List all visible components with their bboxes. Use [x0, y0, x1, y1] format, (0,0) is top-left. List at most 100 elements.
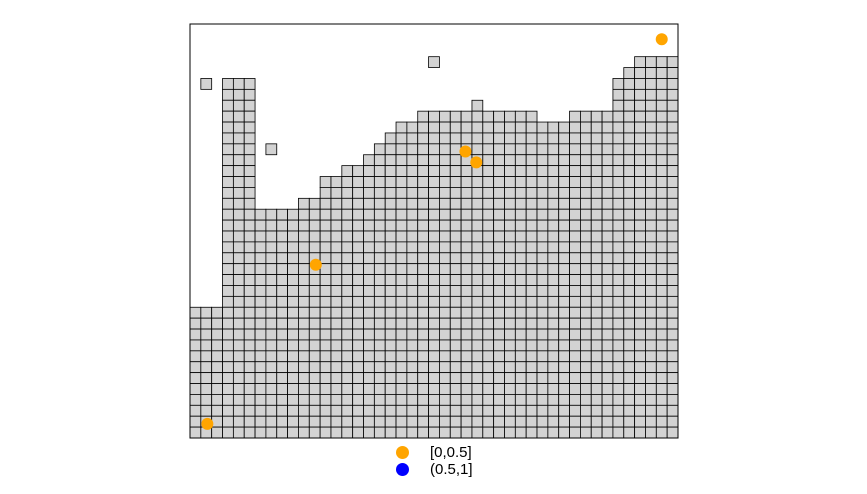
grid-cell: [222, 306, 234, 319]
grid-cell: [352, 317, 364, 330]
grid-cell: [601, 230, 614, 243]
grid-cell: [265, 361, 278, 374]
grid-cell: [384, 415, 397, 428]
grid-cell: [634, 306, 646, 319]
grid-cell: [395, 383, 408, 395]
grid-cell: [547, 426, 560, 439]
grid-cell: [482, 197, 495, 210]
grid-cell: [232, 187, 245, 199]
grid-cell: [189, 306, 202, 319]
grid-cell: [200, 306, 213, 319]
grid-cell: [645, 394, 657, 406]
grid-cell: [298, 361, 310, 374]
grid-cell: [580, 208, 592, 221]
grid-cell: [558, 219, 570, 232]
grid-cell: [645, 350, 657, 363]
grid-cell: [395, 132, 408, 145]
grid-cell: [428, 350, 440, 363]
grid-cell: [439, 350, 451, 363]
grid-cell: [655, 426, 668, 439]
grid-cell: [634, 295, 646, 308]
grid-cell: [373, 219, 386, 232]
grid-cell: [243, 187, 256, 199]
grid-cell: [514, 415, 527, 428]
grid-cell: [319, 241, 332, 254]
grid-cell: [493, 306, 505, 319]
grid-cell: [232, 252, 245, 265]
grid-cell: [460, 285, 473, 297]
grid-cell: [612, 426, 625, 439]
grid-cell: [482, 383, 495, 395]
grid-cell: [666, 350, 679, 363]
grid-cell: [525, 110, 538, 123]
grid-cell: [308, 404, 321, 417]
grid-cell: [601, 252, 614, 265]
grid-cell: [590, 165, 603, 177]
grid-cell: [276, 361, 289, 374]
grid-cell: [525, 121, 538, 134]
grid-cell: [200, 350, 213, 363]
grid-cell: [612, 197, 625, 210]
grid-cell: [569, 415, 581, 428]
grid-cell: [352, 295, 364, 308]
grid-cell: [601, 383, 614, 395]
grid-cell: [666, 208, 679, 221]
grid-cell: [222, 187, 234, 199]
grid-cell: [623, 306, 636, 319]
grid-cell: [504, 339, 516, 352]
grid-cell: [222, 219, 234, 232]
grid-cell: [254, 263, 267, 275]
grid-cell: [590, 219, 603, 232]
grid-cell: [634, 187, 646, 199]
grid-cell: [189, 339, 202, 352]
grid-cell: [460, 339, 473, 352]
grid-cell: [612, 143, 625, 156]
grid-cell: [580, 339, 592, 352]
grid-cell: [265, 328, 278, 341]
grid-cell: [645, 165, 657, 177]
grid-cell: [634, 241, 646, 254]
grid-cell: [232, 143, 245, 156]
grid-cell: [439, 252, 451, 265]
grid-cell: [384, 241, 397, 254]
grid-cell: [655, 187, 668, 199]
grid-cell: [558, 187, 570, 199]
grid-cell: [558, 306, 570, 319]
grid-cell: [439, 132, 451, 145]
grid-cell: [254, 426, 267, 439]
grid-cell: [417, 426, 429, 439]
grid-cell: [341, 197, 354, 210]
grid-cell: [417, 252, 429, 265]
grid-cell: [428, 219, 440, 232]
grid-cell: [601, 361, 614, 374]
grid-cell: [493, 165, 505, 177]
grid-cell: [222, 143, 234, 156]
grid-cell: [384, 350, 397, 363]
grid-cell: [666, 426, 679, 439]
grid-cell: [601, 328, 614, 341]
grid-cell: [482, 285, 495, 297]
grid-cell: [319, 350, 332, 363]
grid-cell: [666, 285, 679, 297]
grid-cell: [471, 404, 484, 417]
grid-cell: [449, 197, 462, 210]
grid-cell: [276, 426, 289, 439]
grid-cell: [200, 78, 213, 90]
grid-cell: [308, 219, 321, 232]
grid-cell: [232, 241, 245, 254]
grid-cell: [623, 165, 636, 177]
grid-cell: [439, 241, 451, 254]
grid-cell: [601, 165, 614, 177]
grid-cell: [645, 383, 657, 395]
grid-cell: [645, 230, 657, 243]
grid-cell: [666, 132, 679, 145]
grid-cell: [493, 383, 505, 395]
grid-cell: [319, 328, 332, 341]
grid-cell: [417, 197, 429, 210]
grid-cell: [504, 317, 516, 330]
grid-cell: [525, 295, 538, 308]
grid-cell: [308, 197, 321, 210]
grid-cell: [406, 197, 419, 210]
grid-cell: [569, 317, 581, 330]
grid-cell: [590, 317, 603, 330]
